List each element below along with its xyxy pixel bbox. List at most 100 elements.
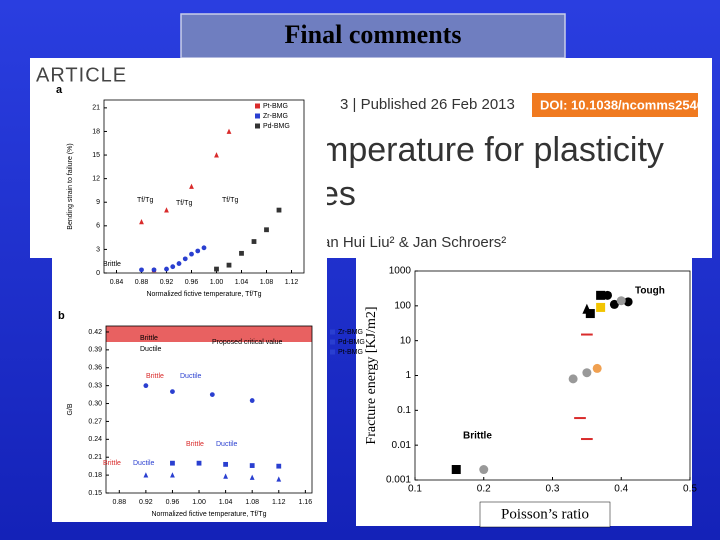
legend-swatch [330,329,335,335]
annotation: Tough [635,286,665,297]
y-tick-label: 0.39 [88,347,102,354]
point [189,183,194,189]
x-tick-label: 0.88 [112,499,126,506]
x-axis-label: Poisson’s ratio [501,506,589,522]
point [143,383,149,389]
point [143,472,149,478]
x-tick-label: 1.00 [192,499,206,506]
legend-label: Pd-BMG [263,123,290,130]
point [223,461,229,467]
y-tick-label: 3 [96,246,100,253]
title: Final comments [285,20,462,49]
annotation: Ductile [216,441,238,448]
annotation: Ductile [180,373,202,380]
y-tick-label: 0.01 [392,440,412,451]
annotation: Brittle [186,441,204,448]
x-tick-label: 1.04 [219,499,233,506]
legend-label: Pd-BMG [338,339,365,346]
panel-label: b [58,310,65,322]
published: 3 | Published 26 Feb 2013 [340,96,515,113]
point [276,463,282,469]
point [264,227,269,233]
x-tick-label: 1.16 [299,499,313,506]
point [592,363,602,373]
point [249,474,255,480]
y-tick-label: 0.27 [88,418,102,425]
plot-frame [103,99,305,274]
x-tick-label: 0.96 [166,499,180,506]
x-tick-label: 0.92 [160,279,174,286]
point [226,262,232,268]
legend-swatch [330,339,335,345]
legend-label: Zr-BMG [263,113,288,120]
article-label: ARTICLE [36,64,127,86]
x-axis-label: Normalized fictive temperature, Tf/Tg [146,291,261,298]
point [196,460,202,466]
annotation: Brittle [140,335,158,342]
point [616,296,626,306]
chart-panel [356,258,692,526]
legend-label: Pt-BMG [263,103,288,110]
point [582,303,592,314]
point [451,465,461,475]
y-tick-label: 0.30 [88,400,102,407]
y-tick-label: 9 [96,199,100,206]
y-tick-label: 18 [92,128,100,135]
x-tick-label: 0.5 [683,484,697,495]
annotation: Tf/Tg [176,200,192,207]
point [623,297,633,307]
x-tick-label: 1.08 [260,279,274,286]
point [214,266,219,272]
point [170,264,176,270]
legend-swatch [330,349,335,355]
point [189,251,194,257]
legend-label: Zr-BMG [338,329,363,336]
point [151,267,157,273]
annotation: Brittle [103,261,121,268]
y-tick-label: 15 [92,152,100,159]
y-tick-label: 0.18 [88,472,102,479]
y-tick-label: 100 [394,300,411,311]
y-tick-label: 0.21 [88,454,102,461]
point [239,250,244,256]
point [581,333,593,336]
x-tick-label: 1.08 [245,499,259,506]
point [226,128,232,134]
y-tick-label: 1000 [389,266,412,277]
authors: an Hui Liu² & Jan Schroers² [322,234,506,251]
point [596,302,606,312]
legend-swatch [255,113,260,119]
legend-label: Pt-BMG [338,349,363,356]
point [164,207,169,213]
x-tick-label: 0.88 [135,279,149,286]
y-axis-label: Bending strain to failure (%) [67,143,74,229]
y-tick-label: 10 [400,335,412,346]
x-tick-label: 0.96 [185,279,199,286]
point [176,261,182,266]
y-tick-label: 12 [92,175,100,182]
y-tick-label: 0.42 [88,329,102,336]
x-axis-label: Normalized fictive temperature, Tf/Tg [151,511,266,518]
x-tick-label: 0.1 [408,484,422,495]
point [139,219,144,225]
point [596,290,606,300]
x-tick-label: 1.12 [272,499,286,506]
point [164,266,169,272]
point [276,207,282,213]
point [603,290,612,300]
y-axis-label: Fracture energy [KJ/m2] [364,306,379,444]
critical-band [106,326,312,342]
point [568,374,578,384]
point [170,389,175,395]
x-tick-label: 0.84 [110,279,124,286]
y-tick-label: 0.36 [88,365,102,372]
point [249,398,255,403]
annotation: Ductile [140,346,162,353]
annotation: Tf/Tg [137,197,153,204]
annotation: Brittle [103,460,121,467]
point [276,476,282,482]
panel-label: a [56,84,63,96]
x-tick-label: 1.00 [210,279,224,286]
point [249,463,255,468]
point [139,267,144,273]
